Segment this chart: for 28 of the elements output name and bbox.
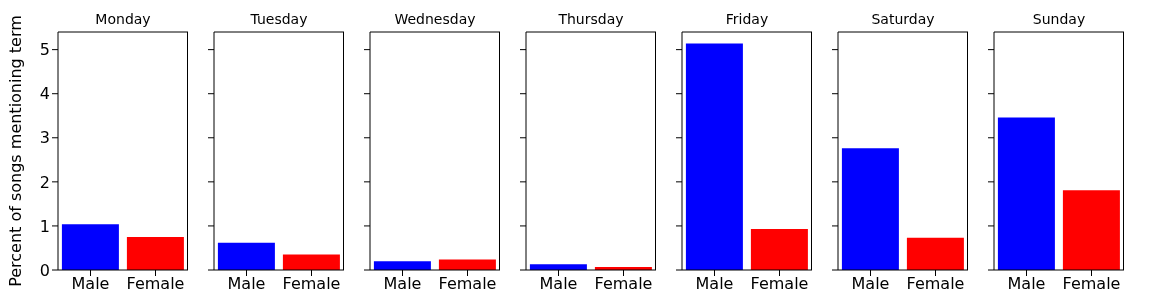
y-tick-label: 2 bbox=[39, 172, 50, 192]
y-tick-label: 3 bbox=[39, 128, 50, 148]
x-tick-label: Female bbox=[282, 274, 341, 294]
x-tick-label: Female bbox=[438, 274, 497, 294]
chart-title: Thursday bbox=[557, 11, 625, 27]
x-tick-label: Female bbox=[1062, 274, 1121, 294]
x-tick-label: Female bbox=[750, 274, 809, 294]
x-tick-label: Female bbox=[594, 274, 653, 294]
chart-title: Monday bbox=[94, 11, 152, 27]
chart-title: Saturday bbox=[870, 11, 936, 27]
x-tick-label: Female bbox=[906, 274, 965, 294]
y-tick-label: 0 bbox=[39, 260, 50, 280]
x-tick-label: Male bbox=[71, 274, 110, 294]
x-tick-label: Male bbox=[539, 274, 578, 294]
chart-title: Wednesday bbox=[393, 11, 477, 27]
x-tick-label: Male bbox=[695, 274, 734, 294]
y-tick-label: 1 bbox=[39, 216, 50, 236]
chart-title: Friday bbox=[724, 11, 770, 27]
chart-title: Sunday bbox=[1031, 11, 1087, 27]
y-axis-title: Percent of songs mentioning term bbox=[5, 15, 25, 287]
x-tick-label: Female bbox=[126, 274, 185, 294]
x-tick-label: Male bbox=[1007, 274, 1046, 294]
y-tick-label: 4 bbox=[39, 84, 50, 104]
y-tick-label: 5 bbox=[39, 40, 50, 60]
chart-title: Tuesday bbox=[249, 11, 309, 27]
x-tick-label: Male bbox=[227, 274, 266, 294]
x-tick-label: Male bbox=[851, 274, 890, 294]
x-tick-label: Male bbox=[383, 274, 422, 294]
